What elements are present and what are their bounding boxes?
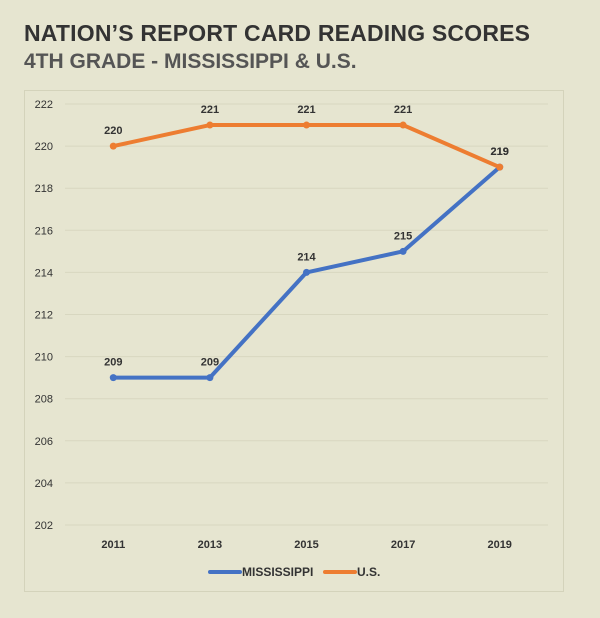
x-tick-label: 2011 bbox=[101, 539, 125, 551]
y-tick-label: 206 bbox=[35, 436, 53, 448]
y-tick-label: 218 bbox=[35, 183, 53, 195]
data-label-u-s: 221 bbox=[394, 104, 412, 116]
y-tick-label: 204 bbox=[35, 478, 53, 490]
data-point-u-s bbox=[109, 142, 117, 150]
data-point-mississippi bbox=[303, 268, 310, 276]
x-tick-label: 2013 bbox=[198, 539, 222, 551]
legend-label-u-s: U.S. bbox=[357, 565, 380, 579]
y-tick-label: 210 bbox=[35, 352, 53, 364]
data-label-mississippi: 215 bbox=[394, 230, 412, 242]
x-tick-label: 2019 bbox=[487, 539, 511, 551]
data-label-u-s: 220 bbox=[104, 125, 122, 137]
x-axis: 2011 2013 2015 2017 2019 bbox=[101, 539, 512, 551]
legend-label-mississippi: MISSISSIPPI bbox=[242, 565, 313, 579]
data-point-mississippi bbox=[206, 374, 214, 382]
legend: MISSISSIPPI U.S. bbox=[208, 565, 380, 579]
y-tick-label: 216 bbox=[35, 225, 53, 237]
data-point-u-s bbox=[399, 121, 407, 129]
data-point-mississippi bbox=[109, 374, 117, 382]
data-point-u-s bbox=[496, 163, 504, 171]
chart-frame bbox=[24, 90, 564, 592]
chart-title: NATION’S REPORT CARD READING SCORES bbox=[24, 20, 531, 46]
data-label-u-s: 221 bbox=[201, 104, 219, 116]
chart-subtitle: 4TH GRADE - MISSISSIPPI & U.S. bbox=[24, 50, 357, 73]
data-label-u-s: 219 bbox=[491, 146, 509, 158]
data-label-u-s: 221 bbox=[297, 104, 315, 116]
data-label-mississippi: 214 bbox=[297, 251, 316, 263]
y-tick-label: 220 bbox=[35, 141, 53, 153]
y-tick-label: 202 bbox=[35, 520, 53, 532]
y-tick-label: 214 bbox=[35, 267, 53, 279]
grid-lines bbox=[65, 103, 548, 526]
data-point-u-s bbox=[303, 121, 310, 129]
data-point-u-s bbox=[206, 121, 214, 129]
data-point-mississippi bbox=[399, 247, 407, 255]
x-tick-label: 2017 bbox=[391, 539, 415, 551]
x-tick-label: 2015 bbox=[294, 539, 318, 551]
y-axis: 202 204 206 208 210 212 214 216 218 220 222 bbox=[35, 99, 53, 532]
data-label-mississippi: 219 bbox=[491, 146, 509, 158]
series-layer bbox=[109, 121, 504, 382]
y-tick-label: 212 bbox=[35, 310, 53, 322]
y-tick-label: 222 bbox=[35, 99, 53, 111]
y-tick-label: 208 bbox=[35, 394, 53, 406]
data-label-mississippi: 209 bbox=[201, 357, 219, 369]
data-label-mississippi: 209 bbox=[104, 357, 122, 369]
